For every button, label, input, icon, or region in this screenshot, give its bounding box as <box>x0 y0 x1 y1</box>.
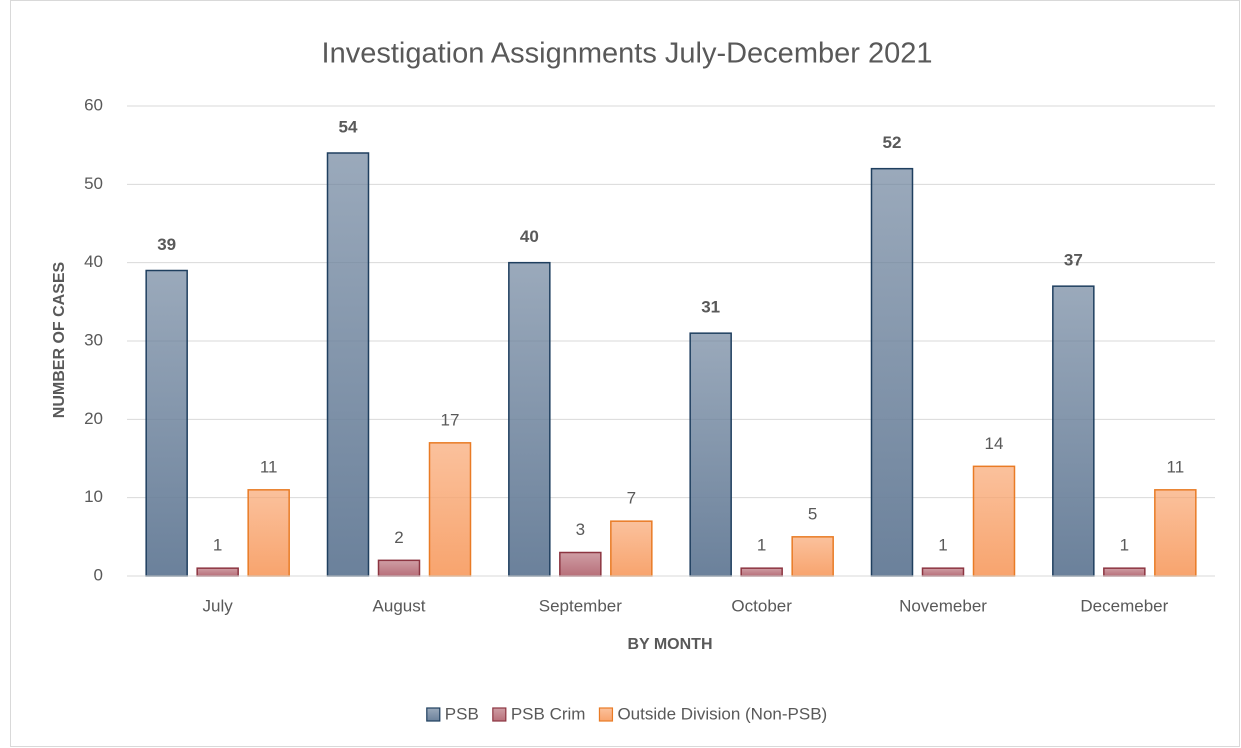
legend: PSB PSB Crim Outside Division (Non-PSB) <box>426 704 827 723</box>
data-label: 40 <box>520 227 539 246</box>
data-label: 17 <box>441 410 460 429</box>
bar <box>1103 567 1146 577</box>
data-label: 7 <box>627 489 636 508</box>
x-tick-label: August <box>373 596 426 615</box>
x-tick-label: July <box>203 596 234 615</box>
y-tick-label: 30 <box>84 330 103 349</box>
legend-label: PSB <box>445 704 479 723</box>
bar <box>921 567 965 577</box>
data-label: 1 <box>757 536 766 555</box>
data-label: 1 <box>1120 536 1129 555</box>
bar <box>247 489 290 577</box>
x-axis-title: BY MONTH <box>627 636 712 653</box>
y-tick-label: 20 <box>84 409 103 428</box>
legend-label: PSB Crim <box>511 704 586 723</box>
data-label: 31 <box>701 298 720 317</box>
y-tick-label: 40 <box>84 252 103 271</box>
y-axis-title: NUMBER OF CASES <box>51 261 68 418</box>
data-label: 11 <box>260 457 278 476</box>
data-label: 5 <box>808 504 817 523</box>
data-label: 1 <box>213 536 222 555</box>
legend-swatch <box>426 707 441 722</box>
bar <box>610 520 653 577</box>
bar <box>1052 285 1095 577</box>
bar <box>1154 489 1197 577</box>
data-label: 3 <box>576 520 585 539</box>
data-label: 11 <box>1167 457 1185 476</box>
y-tick-label: 10 <box>84 487 103 506</box>
legend-swatch <box>492 707 507 722</box>
y-tick-label: 60 <box>84 95 103 114</box>
bar <box>326 152 370 577</box>
x-tick-label: Novemeber <box>899 596 987 615</box>
x-tick-label: Decemeber <box>1080 596 1168 615</box>
y-tick-label: 50 <box>84 174 103 193</box>
data-label: 39 <box>157 235 176 254</box>
data-label: 1 <box>938 536 947 555</box>
x-tick-label: September <box>539 596 622 615</box>
bar <box>870 167 914 577</box>
bar <box>196 567 239 577</box>
data-label: 14 <box>985 434 1004 453</box>
bar <box>740 567 783 577</box>
bar <box>377 559 421 577</box>
data-label: 54 <box>339 117 358 136</box>
y-tick-label: 0 <box>94 565 103 584</box>
chart-title: Investigation Assignments July-December … <box>322 38 933 70</box>
bar <box>428 442 472 577</box>
bar <box>559 551 602 577</box>
legend-label: Outside Division (Non-PSB) <box>617 704 827 723</box>
data-label: 52 <box>883 133 902 152</box>
data-label: 2 <box>394 528 403 547</box>
bar <box>508 261 551 577</box>
bar <box>689 332 732 577</box>
bar <box>972 465 1016 577</box>
bar <box>791 536 834 577</box>
chart-border <box>10 0 1240 747</box>
legend-swatch <box>598 707 614 722</box>
data-label: 37 <box>1064 251 1083 270</box>
bar <box>145 269 188 577</box>
x-tick-label: October <box>731 596 792 615</box>
